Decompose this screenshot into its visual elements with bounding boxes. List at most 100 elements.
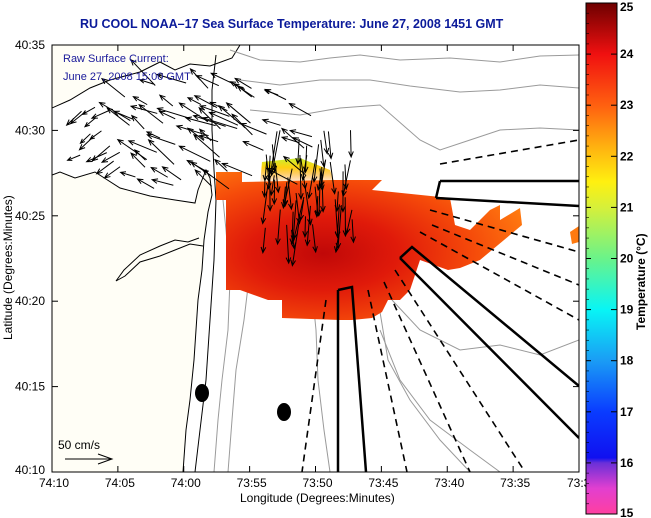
current-vector (298, 154, 304, 201)
current-vector (288, 102, 312, 117)
colorbar-tick-label: 20 (620, 252, 634, 266)
current-vector (333, 228, 341, 254)
current-vector (343, 164, 349, 191)
current-vector (155, 73, 187, 84)
current-vector (329, 161, 337, 195)
annotation-line1: Raw Surface Current: (63, 53, 169, 65)
colorbar-label: Temperature (°C) (634, 233, 648, 330)
colorbar-tick-label: 21 (620, 200, 634, 214)
scale-arrow-label: 50 cm/s (58, 438, 100, 452)
current-vector (316, 169, 323, 192)
current-vector (210, 72, 232, 84)
x-tick-label: 74:05 (105, 476, 135, 490)
x-tick-label: 73:40 (434, 476, 464, 490)
current-vector (295, 192, 302, 225)
y-tick-label: 40:10 (15, 463, 45, 477)
current-vector (130, 152, 146, 168)
current-vector (265, 155, 272, 190)
current-vector (225, 102, 251, 124)
current-vector (186, 127, 205, 141)
current-vector (306, 159, 317, 200)
current-vector (119, 171, 136, 178)
x-tick-label: 74:00 (171, 476, 201, 490)
current-vector (66, 154, 81, 161)
current-vector (158, 110, 176, 120)
y-axis: 40:10 40:15 40:20 40:25 40:30 40:35 (15, 38, 579, 477)
lane-box-east (434, 179, 579, 208)
current-vector (213, 158, 228, 172)
current-vector (239, 123, 267, 135)
current-vector (271, 179, 278, 206)
current-vector (290, 200, 297, 243)
current-vector (242, 141, 264, 151)
y-axis-label: Latitude (Degrees:Minutes) (1, 195, 15, 340)
current-vector (132, 96, 148, 106)
y-tick-label: 40:20 (15, 294, 45, 308)
current-vector (150, 178, 174, 186)
current-vector (275, 209, 281, 246)
current-vector (323, 130, 330, 155)
colorbar-tick-label: 24 (620, 47, 634, 61)
y-tick-label: 40:25 (15, 209, 45, 223)
current-vector (350, 219, 356, 244)
current-vector (189, 67, 209, 89)
current-vector (192, 114, 226, 127)
current-vector (129, 104, 158, 114)
current-vector (85, 152, 107, 163)
current-vector (221, 162, 253, 177)
lane-box-south (336, 285, 368, 472)
current-vector (138, 103, 164, 124)
current-vector (130, 58, 156, 86)
current-vector (192, 133, 220, 158)
y-tick-label: 40:15 (15, 380, 45, 394)
colorbar-tick-label: 18 (620, 354, 634, 368)
colorbar-tick-label: 16 (620, 456, 634, 470)
river-inlet (115, 237, 204, 282)
current-vector (311, 144, 320, 184)
current-vector (269, 175, 275, 197)
current-vector (79, 133, 91, 145)
current-vector (65, 110, 82, 126)
current-vector (138, 78, 154, 85)
x-tick-label: 73:50 (303, 476, 333, 490)
current-vector (198, 106, 221, 130)
y-tick-label: 40:30 (15, 123, 45, 137)
current-vector (78, 135, 95, 151)
current-vectors (65, 58, 356, 267)
current-vector (320, 167, 326, 213)
x-tick-label: 73:3 (567, 476, 591, 490)
current-vector (127, 140, 157, 153)
colorbar-tick-label: 15 (620, 506, 634, 518)
buoy-marker (195, 384, 209, 402)
current-vector (150, 166, 168, 178)
current-vector (158, 94, 174, 107)
current-vector (341, 160, 351, 198)
current-vector (90, 109, 110, 119)
current-vector (340, 171, 346, 213)
current-vector (302, 216, 308, 239)
sst-patch-east (570, 226, 579, 244)
current-vector (146, 133, 176, 145)
bathymetry-contours (213, 49, 579, 472)
current-vector (175, 124, 209, 137)
buoy-marker (277, 403, 291, 421)
land-mass (52, 45, 241, 109)
lane-box-southeast (399, 245, 579, 439)
current-vector (198, 128, 212, 142)
current-vector (312, 224, 318, 254)
current-vector (264, 88, 287, 101)
current-vector (274, 162, 281, 194)
current-vector (304, 205, 311, 247)
land-mass (52, 168, 213, 472)
current-vector (285, 224, 292, 265)
current-vector (136, 178, 155, 189)
current-vector (103, 166, 121, 179)
current-vector (147, 138, 175, 165)
current-vector (130, 114, 145, 130)
current-vector (260, 227, 267, 254)
current-vector (327, 131, 334, 160)
colorbar-tick-label: 19 (620, 303, 634, 317)
sst-patch (216, 172, 522, 320)
current-vector (291, 137, 313, 148)
x-axis: 74:10 74:05 74:00 73:55 73:50 73:45 73:40 73:35… (39, 45, 591, 490)
